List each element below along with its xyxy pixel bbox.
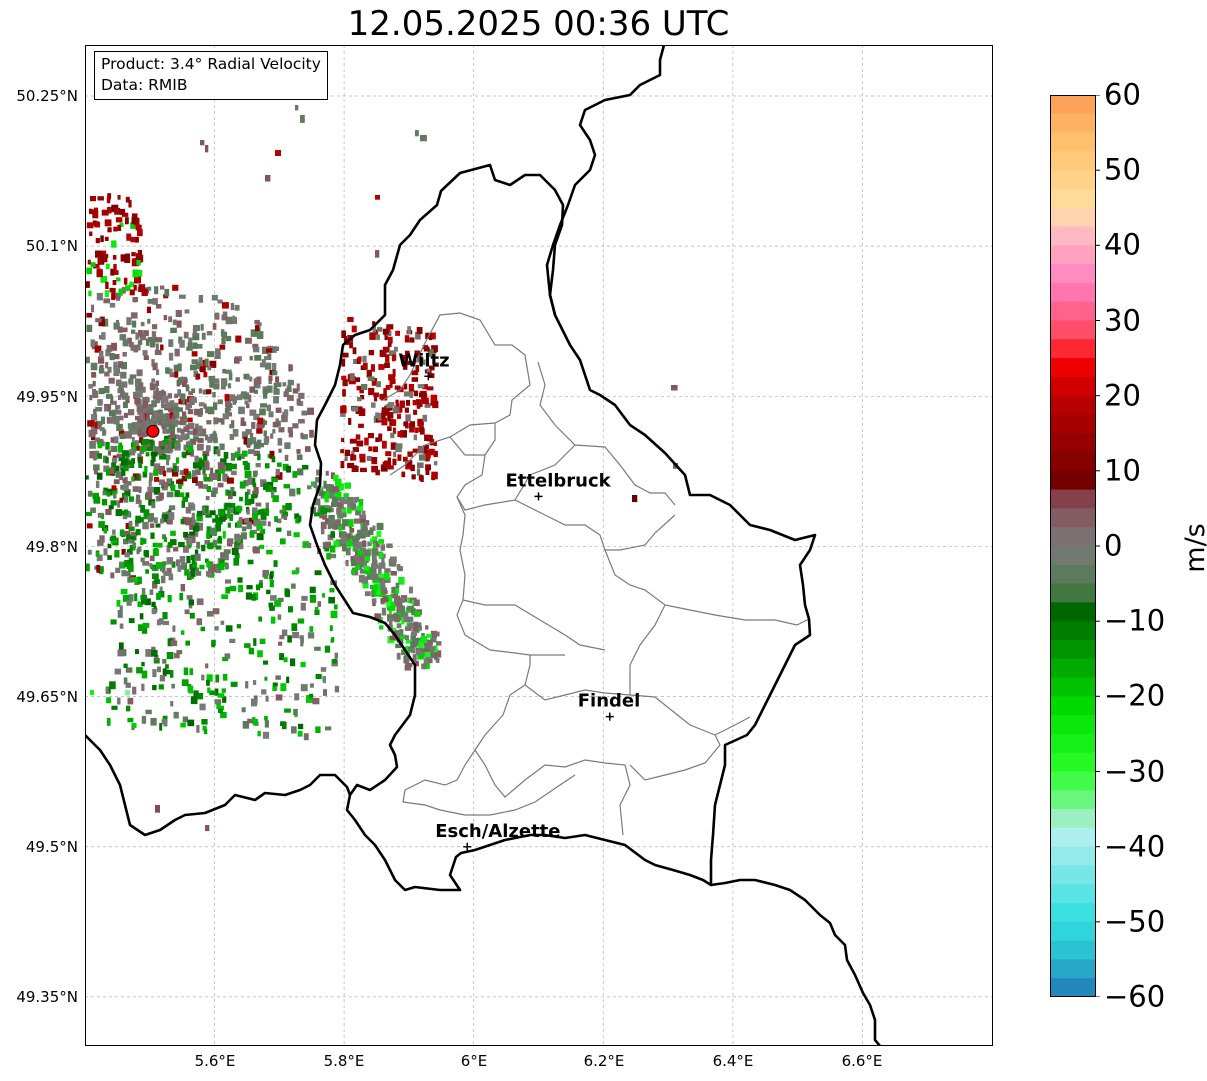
colorbar-bin-41 [1050,865,1096,885]
colorbar-tick-8: −20 [1104,678,1166,713]
lat-label-6: 49.35°N [16,988,78,1006]
product-label: Product: 3.4° Radial Velocity [101,55,321,73]
radar-map: Wiltz Ettelbruck Findel Esch/Alzette [85,45,993,1046]
city-markers: Wiltz Ettelbruck Findel Esch/Alzette [398,350,641,851]
colorbar-bin-17 [1050,414,1096,434]
radar-echoes [85,105,679,832]
colorbar-bin-5 [1050,188,1096,209]
colorbar-bin-9 [1050,264,1096,284]
colorbar-tick-11: −50 [1104,904,1166,939]
lon-label-5: 6.6°E [841,1052,883,1070]
colorbar-tick-9: −30 [1104,754,1166,788]
colorbar-tick-5: 10 [1104,453,1141,488]
colorbar-tick-10: −40 [1104,829,1166,864]
lat-label-5: 49.5°N [25,838,78,856]
city-1: Ettelbruck [506,470,612,501]
colorbar-tick-3: 30 [1104,303,1141,337]
colorbar-tick-0: 60 [1104,77,1141,112]
colorbar-bin-19 [1050,452,1096,472]
colorbar-bin-44 [1050,921,1096,942]
colorbar-bin-28 [1050,621,1096,641]
colorbar-bin-8 [1050,245,1096,265]
lat-label-1: 50.1°N [25,237,78,255]
colorbar-bin-45 [1050,940,1096,961]
map-title: 12.05.2025 00:36 UTC [347,4,730,44]
colorbar-bin-24 [1050,546,1096,566]
lon-label-1: 5.8°E [323,1052,365,1070]
colorbar-bin-15 [1050,376,1096,397]
colorbar-bin-10 [1050,282,1096,303]
colorbar-bin-16 [1050,395,1096,416]
colorbar-bin-36 [1050,771,1096,791]
colorbar-bin-2 [1050,132,1096,152]
colorbar-bin-39 [1050,827,1096,848]
colorbar-bin-20 [1050,470,1096,491]
colorbar-bin-6 [1050,207,1096,228]
colorbar-bin-43 [1050,903,1096,923]
colorbar-bin-32 [1050,696,1096,716]
colorbar-bin-23 [1050,527,1096,547]
colorbar-unit-label: m/s [1180,523,1207,573]
colorbar-tick-2: 40 [1104,227,1141,262]
city-label-0: Wiltz [398,350,449,371]
lat-label-2: 49.95°N [16,388,78,406]
colorbar-bin-38 [1050,809,1096,829]
city-3: Esch/Alzette [435,821,561,851]
radar-site-marker [146,424,160,438]
colorbar-bin-25 [1050,564,1096,585]
colorbar-bin-14 [1050,358,1096,378]
colorbar-bin-30 [1050,658,1096,679]
lon-label-3: 6.2°E [583,1052,625,1070]
lon-label-2: 6°E [460,1052,488,1070]
colorbar-bin-21 [1050,489,1096,510]
colorbar-bin-34 [1050,733,1096,754]
colorbar-bin-3 [1050,151,1096,171]
colorbar-bin-18 [1050,433,1096,453]
city-0: Wiltz [398,350,450,381]
info-box: Product: 3.4° Radial Velocity Data: RMIB [94,51,328,100]
colorbar-bin-22 [1050,508,1096,528]
colorbar-bin-42 [1050,884,1096,904]
colorbar-bin-31 [1050,677,1096,697]
city-label-1: Ettelbruck [506,470,612,491]
lon-label-0: 5.6°E [194,1052,236,1070]
colorbar [1050,95,1100,997]
colorbar-bin-0 [1050,95,1096,115]
colorbar-tick-4: 20 [1104,378,1141,413]
city-label-2: Findel [578,691,641,712]
colorbar-tick-7: −10 [1104,603,1166,638]
data-source-label: Data: RMIB [101,76,188,94]
national-borders [85,45,881,1046]
colorbar-bin-46 [1050,959,1096,979]
colorbar-tick-1: 50 [1104,152,1141,187]
colorbar-bin-13 [1050,339,1096,359]
colorbar-bin-4 [1050,170,1096,190]
colorbar-bin-27 [1050,602,1096,622]
canton-borders [382,312,810,836]
colorbar-tick-6: 0 [1104,528,1123,563]
colorbar-bin-40 [1050,846,1096,867]
colorbar-bin-47 [1050,978,1096,997]
lat-label-4: 49.65°N [16,688,78,706]
colorbar-bin-1 [1050,113,1096,134]
city-2: Findel [578,691,641,721]
radar-site-dot [146,424,160,438]
colorbar-bin-12 [1050,320,1096,340]
colorbar-bin-29 [1050,639,1096,660]
colorbar-bin-26 [1050,583,1096,603]
colorbar-bin-11 [1050,301,1096,322]
lat-label-3: 49.8°N [25,538,78,556]
lon-label-4: 6.4°E [712,1052,754,1070]
colorbar-bin-35 [1050,752,1096,773]
colorbar-tick-12: −60 [1104,979,1166,1014]
colorbar-bin-33 [1050,715,1096,735]
city-label-3: Esch/Alzette [435,821,560,842]
colorbar-bin-7 [1050,226,1096,246]
lat-label-0: 50.25°N [16,87,78,105]
colorbar-bin-37 [1050,790,1096,810]
